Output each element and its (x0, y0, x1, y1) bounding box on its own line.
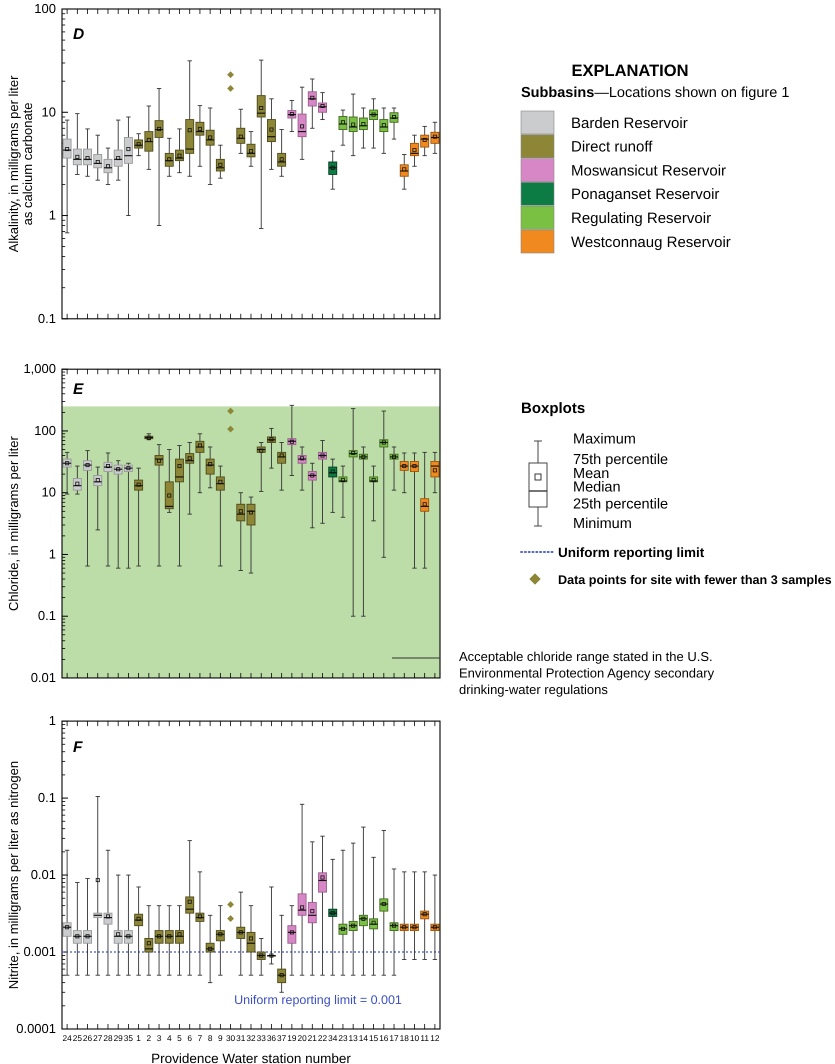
svg-text:8: 8 (208, 1033, 213, 1043)
svg-text:37: 37 (277, 1033, 287, 1043)
svg-text:Environmental Protection Agenc: Environmental Protection Agency secondar… (459, 666, 715, 681)
svg-text:14: 14 (359, 1033, 369, 1043)
svg-text:3: 3 (157, 1033, 162, 1043)
svg-text:Nitrite, in milligrams per lit: Nitrite, in milligrams per liter as nitr… (6, 761, 21, 989)
svg-text:Chloride, in milligrams per li: Chloride, in milligrams per liter (6, 435, 21, 610)
svg-text:24: 24 (62, 1033, 72, 1043)
svg-text:Boxplots: Boxplots (521, 400, 585, 417)
svg-text:6: 6 (187, 1033, 192, 1043)
svg-text:Direct runoff: Direct runoff (571, 139, 653, 156)
svg-text:Data points for site with fewe: Data points for site with fewer than 3 s… (558, 573, 832, 587)
svg-text:19: 19 (287, 1033, 297, 1043)
svg-text:2: 2 (147, 1033, 152, 1043)
svg-text:0.1: 0.1 (38, 311, 56, 326)
svg-text:28: 28 (103, 1033, 113, 1043)
svg-text:31: 31 (236, 1033, 246, 1043)
svg-text:10: 10 (42, 104, 56, 119)
svg-text:25: 25 (73, 1033, 83, 1043)
svg-text:Minimum: Minimum (573, 516, 632, 532)
svg-text:Acceptable chloride range stat: Acceptable chloride range stated in the … (459, 649, 713, 664)
svg-text:Westconnaug Reservoir: Westconnaug Reservoir (571, 234, 731, 251)
svg-text:E: E (73, 381, 84, 398)
svg-text:D: D (73, 26, 84, 43)
svg-text:drinking-water regulations: drinking-water regulations (459, 682, 608, 697)
svg-text:Uniform reporting limit = 0.00: Uniform reporting limit = 0.001 (234, 993, 402, 1007)
svg-text:Providence Water station numbe: Providence Water station number (151, 1051, 351, 1064)
svg-text:Ponaganset Reservoir: Ponaganset Reservoir (571, 186, 719, 203)
svg-text:1: 1 (136, 1033, 141, 1043)
svg-text:35: 35 (124, 1033, 134, 1043)
svg-text:27: 27 (93, 1033, 103, 1043)
svg-text:1: 1 (49, 713, 56, 728)
svg-text:1: 1 (49, 546, 56, 561)
svg-text:16: 16 (379, 1033, 389, 1043)
svg-text:5: 5 (177, 1033, 182, 1043)
svg-text:100: 100 (34, 1, 56, 16)
svg-text:0.01: 0.01 (31, 670, 56, 685)
svg-text:4: 4 (167, 1033, 172, 1043)
svg-text:0.01: 0.01 (31, 867, 56, 882)
svg-text:34: 34 (328, 1033, 338, 1043)
svg-text:9: 9 (218, 1033, 223, 1043)
svg-text:15: 15 (369, 1033, 379, 1043)
svg-text:29: 29 (114, 1033, 124, 1043)
svg-text:10: 10 (42, 485, 56, 500)
svg-text:1: 1 (49, 208, 56, 223)
svg-text:100: 100 (34, 423, 56, 438)
svg-text:Maximum: Maximum (573, 432, 636, 448)
svg-text:23: 23 (338, 1033, 348, 1043)
svg-text:0.001: 0.001 (23, 944, 56, 959)
svg-text:26: 26 (83, 1033, 93, 1043)
svg-text:21: 21 (308, 1033, 318, 1043)
svg-text:F: F (73, 739, 83, 756)
svg-text:12: 12 (430, 1033, 440, 1043)
svg-text:20: 20 (297, 1033, 307, 1043)
svg-text:25th percentile: 25th percentile (573, 497, 668, 513)
svg-text:11: 11 (420, 1033, 429, 1043)
svg-text:EXPLANATION: EXPLANATION (571, 62, 688, 80)
svg-text:32: 32 (246, 1033, 256, 1043)
svg-text:22: 22 (318, 1033, 328, 1043)
svg-text:0.1: 0.1 (38, 790, 56, 805)
svg-text:10: 10 (410, 1033, 420, 1043)
svg-text:Uniform reporting limit: Uniform reporting limit (558, 545, 705, 560)
svg-text:30: 30 (226, 1033, 236, 1043)
svg-text:18: 18 (400, 1033, 410, 1043)
svg-text:Median: Median (573, 480, 621, 496)
svg-text:7: 7 (198, 1033, 203, 1043)
svg-text:33: 33 (257, 1033, 267, 1043)
svg-text:as calcium carbonate: as calcium carbonate (20, 102, 35, 225)
svg-text:Moswansicut Reservoir: Moswansicut Reservoir (571, 162, 726, 179)
svg-text:13: 13 (349, 1033, 359, 1043)
svg-text:Regulating Reservoir: Regulating Reservoir (571, 210, 711, 227)
svg-text:0.0001: 0.0001 (16, 1021, 56, 1036)
svg-text:17: 17 (389, 1033, 399, 1043)
svg-text:Barden Reservoir: Barden Reservoir (571, 115, 688, 132)
svg-text:0.1: 0.1 (38, 608, 56, 623)
svg-text:1,000: 1,000 (23, 361, 56, 376)
svg-text:Subbasins—Locations shown on f: Subbasins—Locations shown on figure 1 (521, 85, 789, 101)
svg-text:36: 36 (267, 1033, 277, 1043)
svg-text:Alkalinity, in milligrams per: Alkalinity, in milligrams per liter (6, 75, 21, 252)
